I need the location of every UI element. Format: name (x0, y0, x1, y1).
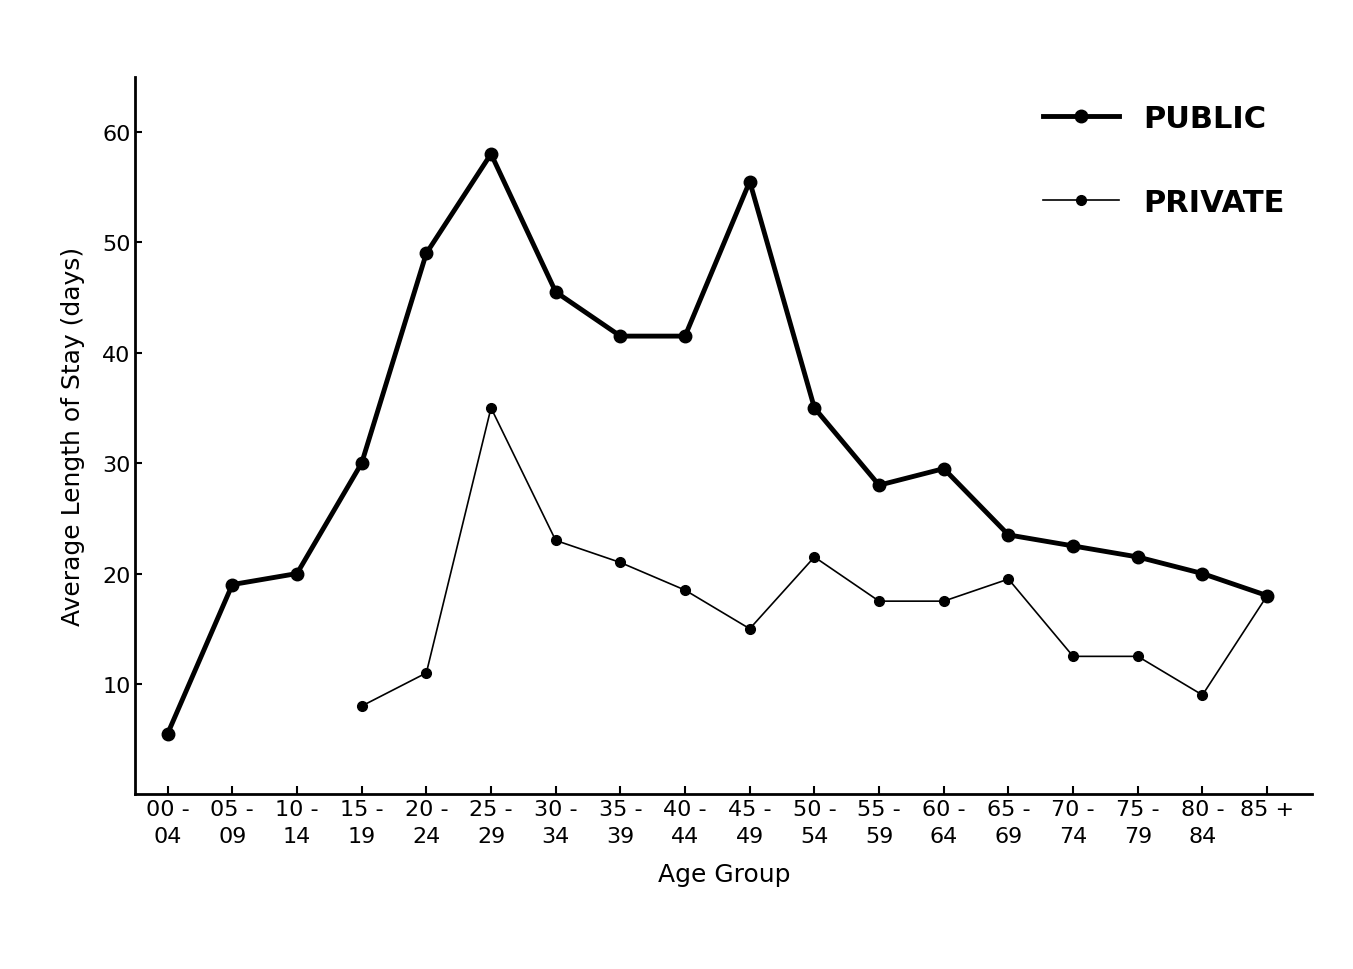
PRIVATE (483, 403, 499, 415)
PUBLIC (160, 728, 176, 739)
X-axis label: Age Group: Age Group (658, 862, 790, 887)
PRIVATE (806, 551, 823, 563)
PRIVATE (676, 584, 693, 596)
PUBLIC (483, 149, 499, 161)
PRIVATE (353, 701, 369, 712)
PRIVATE (1065, 651, 1081, 663)
PUBLIC (613, 331, 629, 343)
PRIVATE (418, 668, 434, 679)
PUBLIC (548, 287, 564, 298)
PRIVATE (1260, 590, 1276, 602)
PUBLIC (1130, 551, 1146, 563)
Line: PUBLIC: PUBLIC (161, 148, 1273, 740)
Legend: PUBLIC, PRIVATE: PUBLIC, PRIVATE (1031, 93, 1298, 230)
PUBLIC (1000, 529, 1016, 541)
PUBLIC (871, 480, 888, 491)
PRIVATE (613, 557, 629, 569)
PUBLIC (1065, 541, 1081, 552)
PUBLIC (936, 463, 953, 475)
PRIVATE (1130, 651, 1146, 663)
Y-axis label: Average Length of Stay (days): Average Length of Stay (days) (61, 247, 85, 625)
PRIVATE (548, 535, 564, 547)
PUBLIC (418, 248, 434, 260)
PRIVATE (1000, 574, 1016, 585)
PUBLIC (806, 403, 823, 415)
PUBLIC (353, 457, 369, 469)
PUBLIC (741, 176, 758, 188)
PUBLIC (1260, 590, 1276, 602)
Line: PRIVATE: PRIVATE (357, 404, 1272, 711)
PRIVATE (871, 596, 888, 608)
PUBLIC (225, 579, 241, 591)
PRIVATE (936, 596, 953, 608)
PRIVATE (1195, 690, 1211, 702)
PUBLIC (290, 568, 306, 579)
PRIVATE (741, 623, 758, 635)
PUBLIC (1195, 568, 1211, 579)
PUBLIC (676, 331, 693, 343)
